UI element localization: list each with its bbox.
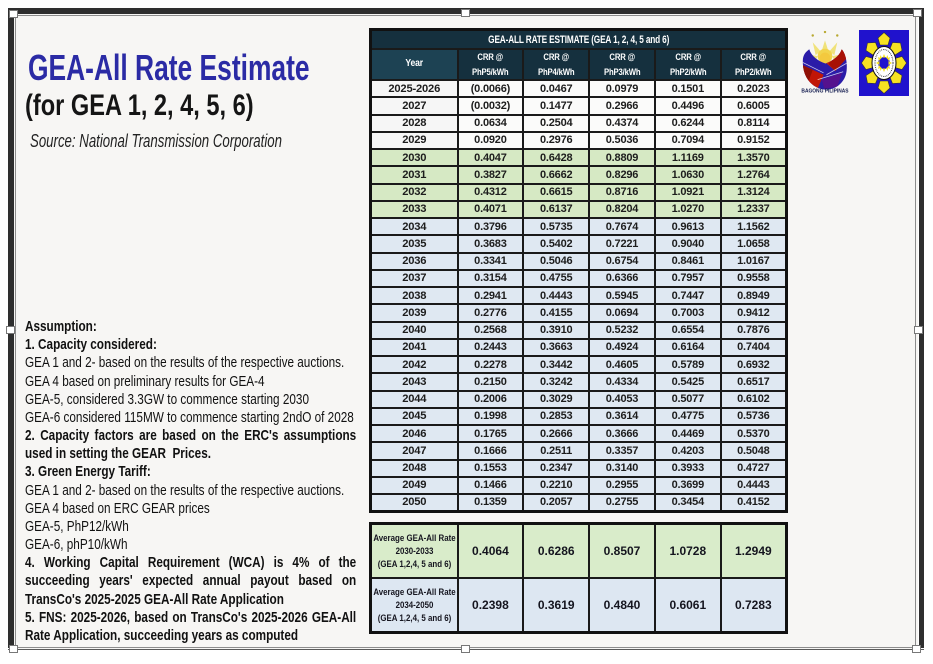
svg-text:BAGONG PILIPINAS: BAGONG PILIPINAS bbox=[801, 88, 848, 94]
